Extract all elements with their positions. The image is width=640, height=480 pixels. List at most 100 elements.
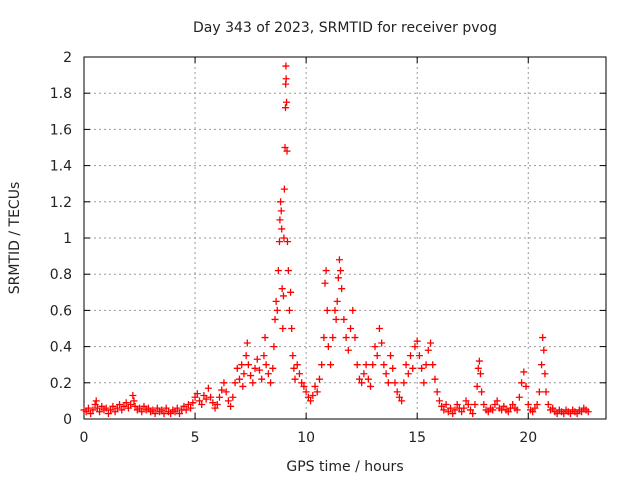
data-point xyxy=(513,406,521,414)
data-point xyxy=(276,216,284,224)
data-point xyxy=(293,361,301,369)
data-point xyxy=(489,406,497,414)
data-point xyxy=(129,391,137,399)
y-tick-label: 0.2 xyxy=(50,376,72,392)
data-point xyxy=(281,104,289,112)
data-point xyxy=(247,372,255,380)
x-tick-label: 15 xyxy=(408,430,426,446)
data-point xyxy=(258,375,266,383)
data-point xyxy=(96,408,104,416)
data-point xyxy=(438,402,446,410)
data-point xyxy=(182,406,190,414)
data-point xyxy=(378,339,386,347)
data-point xyxy=(395,393,403,401)
data-point xyxy=(553,410,561,418)
data-point xyxy=(473,382,481,390)
data-point xyxy=(104,410,112,418)
data-point xyxy=(277,198,285,206)
data-point xyxy=(111,408,119,416)
data-point xyxy=(281,144,289,151)
data-point xyxy=(364,375,372,383)
y-tick-label: 1.2 xyxy=(50,195,72,211)
data-point xyxy=(89,406,97,414)
data-point xyxy=(187,404,195,412)
data-point xyxy=(249,379,257,387)
data-point xyxy=(273,306,281,314)
data-point xyxy=(279,292,287,300)
data-point xyxy=(167,410,175,418)
data-point xyxy=(284,267,292,275)
y-tick-label: 1.8 xyxy=(50,86,72,102)
data-point xyxy=(500,402,508,410)
data-point xyxy=(474,364,482,372)
data-point xyxy=(369,361,377,369)
data-point xyxy=(335,256,343,264)
data-point xyxy=(124,404,132,412)
data-point xyxy=(215,393,223,401)
y-tick-label: 0.4 xyxy=(50,340,72,356)
data-point xyxy=(113,404,121,412)
data-point xyxy=(493,397,501,405)
data-point xyxy=(136,404,144,412)
x-tick-label: 20 xyxy=(519,430,537,446)
data-point xyxy=(251,364,259,372)
data-point xyxy=(138,408,146,416)
data-point xyxy=(231,379,239,387)
data-point xyxy=(280,185,288,193)
data-point xyxy=(458,408,466,416)
data-point xyxy=(332,315,340,323)
data-point xyxy=(351,334,359,342)
data-point xyxy=(290,364,298,372)
data-point xyxy=(98,402,106,410)
data-point xyxy=(333,297,341,305)
data-point xyxy=(130,397,138,405)
data-point xyxy=(389,364,397,372)
data-point xyxy=(404,370,412,378)
data-point xyxy=(407,352,415,360)
data-point xyxy=(300,382,308,390)
data-point xyxy=(462,397,470,405)
data-point xyxy=(480,401,488,409)
data-point xyxy=(127,401,135,409)
data-point xyxy=(116,401,124,409)
data-point xyxy=(238,361,246,369)
y-tick-label: 0.8 xyxy=(50,267,72,283)
data-point xyxy=(271,315,279,323)
data-point xyxy=(422,361,430,369)
data-point xyxy=(279,325,287,332)
data-point xyxy=(240,370,248,378)
data-points xyxy=(80,62,592,418)
data-point xyxy=(275,238,283,246)
data-point xyxy=(544,401,552,409)
grid-lines xyxy=(84,57,606,419)
data-point xyxy=(542,388,550,396)
data-point xyxy=(371,343,379,351)
data-point xyxy=(541,370,549,378)
data-point xyxy=(280,234,288,242)
y-tick-label: 2 xyxy=(63,50,72,66)
data-point xyxy=(420,379,428,387)
data-point xyxy=(531,404,539,412)
data-point xyxy=(469,410,477,418)
data-point xyxy=(398,397,406,405)
data-point xyxy=(283,98,291,106)
x-tick-label: 5 xyxy=(191,430,200,446)
chart-title: Day 343 of 2023, SRMTID for receiver pvo… xyxy=(193,20,497,36)
data-point xyxy=(418,364,426,372)
data-point xyxy=(207,393,215,401)
data-point xyxy=(509,401,517,409)
data-point xyxy=(539,334,547,342)
data-point xyxy=(209,399,217,407)
data-point xyxy=(255,366,263,374)
data-point xyxy=(288,325,296,332)
data-point xyxy=(334,274,342,282)
data-point xyxy=(453,401,461,409)
data-point xyxy=(160,410,168,418)
data-point xyxy=(411,343,419,351)
data-point xyxy=(440,406,448,414)
data-point xyxy=(384,379,392,387)
data-point xyxy=(153,404,161,412)
data-point xyxy=(344,346,352,354)
data-point xyxy=(362,361,370,369)
